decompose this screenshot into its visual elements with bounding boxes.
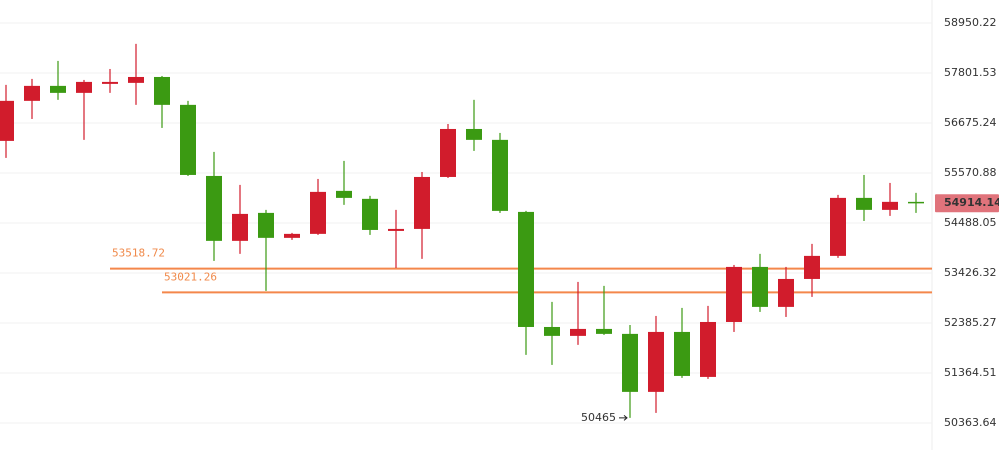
candle-body (856, 197, 872, 210)
candle-body (622, 333, 638, 392)
candle-body (50, 85, 66, 93)
levels: 53518.72 53021.26 (110, 247, 932, 294)
candle-body (336, 190, 352, 198)
candle-body (362, 198, 378, 230)
candle-body (726, 266, 742, 322)
candle-body (180, 104, 196, 175)
candle-body (440, 128, 456, 177)
low-annotation: 50465 (581, 411, 616, 424)
candle-body (518, 211, 534, 327)
candle-body (700, 321, 716, 377)
candle-body (388, 228, 404, 231)
y-tick-label: 55570.88 (944, 166, 997, 179)
candle-body (414, 176, 430, 229)
candle-body (258, 212, 274, 238)
grid (0, 22, 932, 424)
y-tick-label: 53426.32 (944, 266, 997, 279)
y-tick-label: 57801.53 (944, 66, 997, 79)
y-tick-label: 52385.27 (944, 316, 997, 329)
candle-body (570, 328, 586, 336)
y-tick-label: 58950.22 (944, 16, 997, 29)
candle-body (466, 128, 482, 140)
candle-body (778, 278, 794, 307)
level-label: 53021.26 (164, 270, 217, 283)
candle-body (830, 197, 846, 256)
arrow (619, 414, 628, 421)
candle-body (752, 266, 768, 307)
candle-body (102, 81, 118, 84)
candle-body (544, 326, 560, 336)
candle-body (908, 201, 924, 204)
candles (0, 43, 924, 418)
candle-body (154, 76, 170, 105)
candle-body (674, 331, 690, 376)
y-tick-label: 56675.24 (944, 116, 997, 129)
candle-body (76, 81, 92, 93)
candle-body (128, 76, 144, 83)
candle-body (310, 191, 326, 234)
last-price-label: 54914.14 (944, 196, 999, 209)
candle-body (284, 233, 300, 238)
y-tick-label: 54488.05 (944, 216, 997, 229)
candle-body (492, 139, 508, 211)
candle-body (596, 328, 612, 334)
candle-body (648, 331, 664, 392)
level-label: 53518.72 (112, 247, 165, 260)
candle-body (232, 213, 248, 241)
candle-body (0, 100, 14, 141)
candle-body (24, 85, 40, 101)
last-price-tag (935, 194, 999, 213)
candle-body (804, 255, 820, 279)
candle-body (882, 201, 898, 210)
y-tick-label: 50363.64 (944, 416, 997, 429)
labels: 58950.22 57801.53 56675.24 55570.88 54488.05… (581, 16, 999, 429)
y-tick-label: 51364.51 (944, 366, 997, 379)
candle-body (206, 175, 222, 241)
